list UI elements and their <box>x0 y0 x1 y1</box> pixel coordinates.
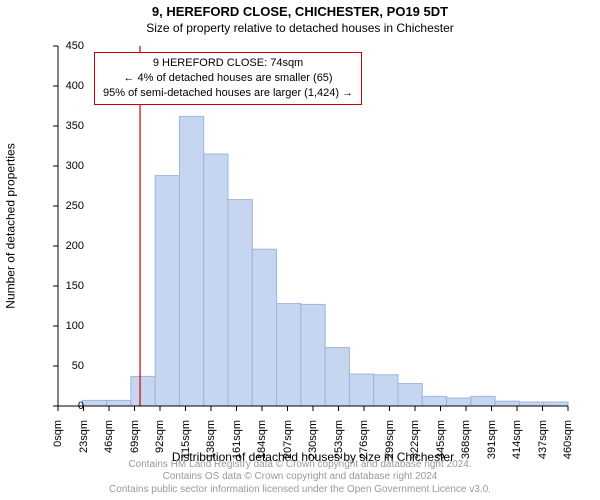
x-tick-label: 253sqm <box>333 420 345 470</box>
footer-line2: Contains OS data © Crown copyright and d… <box>10 471 590 484</box>
y-tick-label: 200 <box>54 240 84 252</box>
histogram-bar <box>228 200 252 406</box>
x-tick-label: 368sqm <box>460 420 472 470</box>
y-tick-label: 450 <box>54 40 84 52</box>
histogram-bar <box>495 401 519 406</box>
x-tick-label: 46sqm <box>103 420 115 470</box>
y-tick-label: 150 <box>54 280 84 292</box>
histogram-bar <box>155 176 179 406</box>
histogram-bar <box>471 396 495 406</box>
x-tick-label: 391sqm <box>486 420 498 470</box>
y-axis-label: Number of detached properties <box>4 46 18 406</box>
y-tick-label: 0 <box>54 400 84 412</box>
histogram-bar <box>325 348 349 406</box>
x-tick-label: 92sqm <box>154 420 166 470</box>
x-tick-label: 184sqm <box>256 420 268 470</box>
y-tick-label: 250 <box>54 200 84 212</box>
histogram-bar <box>519 402 543 406</box>
chart-title-line2: Size of property relative to detached ho… <box>0 19 600 35</box>
chart-container: 9, HEREFORD CLOSE, CHICHESTER, PO19 5DT … <box>0 0 600 500</box>
footer-line1: Contains HM Land Registry data © Crown c… <box>10 459 590 472</box>
histogram-bar <box>82 400 106 406</box>
info-box-line2: ← 4% of detached houses are smaller (65) <box>103 71 353 86</box>
x-tick-label: 0sqm <box>52 420 64 470</box>
info-box-line1: 9 HEREFORD CLOSE: 74sqm <box>103 56 353 71</box>
histogram-bar <box>252 249 276 406</box>
histogram-bar <box>204 154 228 406</box>
histogram-bar <box>398 384 422 406</box>
chart-plot-area: 9 HEREFORD CLOSE: 74sqm ← 4% of detached… <box>58 46 568 406</box>
chart-title-line1: 9, HEREFORD CLOSE, CHICHESTER, PO19 5DT <box>0 0 600 19</box>
x-tick-label: 23sqm <box>78 420 90 470</box>
histogram-bar <box>544 402 568 406</box>
histogram-bar <box>179 116 203 406</box>
y-tick-label: 300 <box>54 160 84 172</box>
histogram-bar <box>277 304 301 406</box>
info-box-line3: 95% of semi-detached houses are larger (… <box>103 86 353 101</box>
histogram-bar <box>374 375 398 406</box>
histogram-bar <box>107 400 131 406</box>
x-tick-label: 322sqm <box>409 420 421 470</box>
x-tick-label: 414sqm <box>511 420 523 470</box>
x-tick-label: 460sqm <box>562 420 574 470</box>
x-tick-label: 276sqm <box>358 420 370 470</box>
y-tick-label: 50 <box>54 360 84 372</box>
x-tick-label: 161sqm <box>231 420 243 470</box>
x-tick-label: 138sqm <box>205 420 217 470</box>
histogram-bar <box>422 396 446 406</box>
y-tick-label: 100 <box>54 320 84 332</box>
x-tick-label: 230sqm <box>307 420 319 470</box>
y-tick-label: 350 <box>54 120 84 132</box>
x-tick-label: 69sqm <box>129 420 141 470</box>
x-tick-label: 115sqm <box>180 420 192 470</box>
x-tick-label: 345sqm <box>435 420 447 470</box>
footer-attribution: Contains HM Land Registry data © Crown c… <box>10 459 590 497</box>
footer-line3: Contains public sector information licen… <box>10 484 590 497</box>
info-box: 9 HEREFORD CLOSE: 74sqm ← 4% of detached… <box>94 52 362 105</box>
x-tick-label: 299sqm <box>384 420 396 470</box>
histogram-bar <box>301 304 325 406</box>
y-tick-label: 400 <box>54 80 84 92</box>
histogram-bar <box>447 398 471 406</box>
x-tick-label: 207sqm <box>282 420 294 470</box>
histogram-bar <box>131 376 155 406</box>
x-tick-label: 437sqm <box>537 420 549 470</box>
histogram-bar <box>349 374 373 406</box>
